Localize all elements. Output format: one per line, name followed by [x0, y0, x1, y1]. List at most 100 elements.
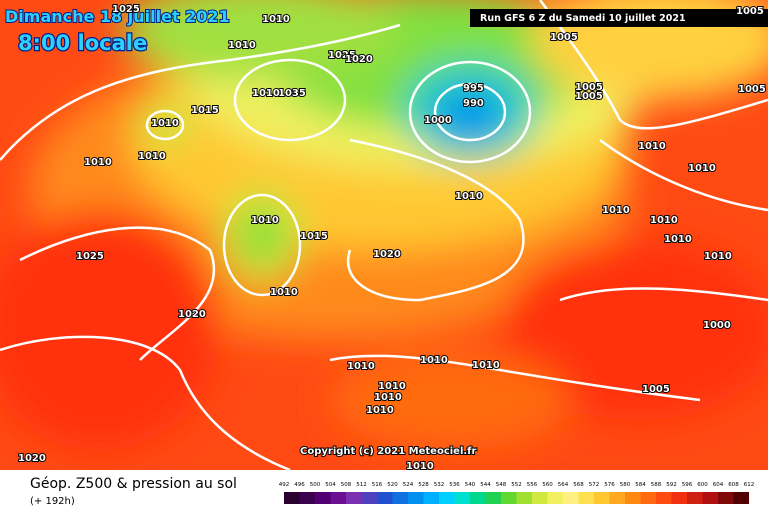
- footer-title: Géop. Z500 & pression au sol: [30, 476, 237, 492]
- isobar: [233, 58, 347, 142]
- isobar-label: 1005: [575, 82, 603, 93]
- scale-swatch: [392, 492, 408, 504]
- isobar-label: 1010: [138, 151, 166, 162]
- scale-swatch: [299, 492, 315, 504]
- isobar-label: 1010: [228, 40, 256, 51]
- scale-swatch: [563, 492, 579, 504]
- isobar-label: 1025: [112, 4, 140, 15]
- scale-label: 544: [480, 482, 491, 488]
- run-info: Run GFS 6 Z du Samedi 10 juillet 2021: [480, 13, 686, 24]
- isobar-label: 1010: [252, 88, 280, 99]
- isobar-label: 1020: [178, 309, 206, 320]
- scale-label: 588: [651, 482, 662, 488]
- isobar-label: 1000: [424, 115, 452, 126]
- isobar-label: 1025: [328, 50, 356, 61]
- footer-subtitle: (+ 192h): [30, 496, 75, 507]
- scale-label: 600: [697, 482, 708, 488]
- isobar-label: 1010: [406, 461, 434, 472]
- scale-swatch: [423, 492, 439, 504]
- isobar-label: 1010: [366, 405, 394, 416]
- scale-label: 572: [589, 482, 600, 488]
- isobar-label: 1005: [550, 32, 578, 43]
- isobar-label: 995: [463, 83, 484, 94]
- scale-swatch: [578, 492, 594, 504]
- scale-label: 492: [279, 482, 290, 488]
- scale-label: 580: [620, 482, 631, 488]
- isobar-label: 1020: [373, 249, 401, 260]
- scale-label: 576: [604, 482, 615, 488]
- isobar: [538, 0, 768, 130]
- isobar: [145, 109, 185, 141]
- isobar-label: 1010: [638, 141, 666, 152]
- isobar: [599, 138, 768, 212]
- scale-swatch: [671, 492, 687, 504]
- isobar-label: 1005: [736, 6, 764, 17]
- scale-swatch: [284, 492, 300, 504]
- scale-swatch: [625, 492, 641, 504]
- isobar-label: 1020: [345, 54, 373, 65]
- isobar: [0, 335, 291, 472]
- copyright: Copyright (c) 2021 Meteociel.fr: [300, 446, 477, 457]
- scale-label: 512: [356, 482, 367, 488]
- isobar-label: 1035: [278, 88, 306, 99]
- isobar-label: 1010: [84, 157, 112, 168]
- scale-label: 536: [449, 482, 460, 488]
- scale-swatch: [594, 492, 610, 504]
- isobar-label: 1015: [191, 105, 219, 116]
- isobar-label: 1010: [688, 163, 716, 174]
- isobar-label: 1005: [642, 384, 670, 395]
- scale-label: 532: [434, 482, 445, 488]
- scale-label: 612: [744, 482, 755, 488]
- isobar-label: 1010: [420, 355, 448, 366]
- isobar: [346, 138, 525, 302]
- isobar-label: 1010: [374, 392, 402, 403]
- scale-label: 516: [372, 482, 383, 488]
- isobar-label: 1010: [378, 381, 406, 392]
- scale-swatch: [485, 492, 501, 504]
- scale-swatch: [408, 492, 424, 504]
- scale-swatch: [346, 492, 362, 504]
- isobar-label: 1010: [151, 118, 179, 129]
- scale-swatch: [501, 492, 517, 504]
- scale-label: 504: [325, 482, 336, 488]
- scale-label: 560: [542, 482, 553, 488]
- scale-label: 524: [403, 482, 414, 488]
- isobar: [19, 226, 216, 361]
- isobar: [559, 287, 768, 302]
- field: [0, 0, 768, 470]
- scale-swatch: [702, 492, 718, 504]
- isobar-label: 1010: [602, 205, 630, 216]
- isobar-label: 1010: [472, 360, 500, 371]
- scale-swatch: [315, 492, 331, 504]
- scale-swatch: [718, 492, 734, 504]
- time: 8:00 locale: [18, 31, 147, 55]
- isobar-label: 990: [463, 98, 484, 109]
- isobar-label: 1010: [664, 234, 692, 245]
- isobar-label: 1010: [650, 215, 678, 226]
- isobar: [433, 82, 507, 142]
- scale-label: 508: [341, 482, 352, 488]
- isobar: [0, 23, 401, 161]
- isobar-label: 1005: [575, 91, 603, 102]
- scale-swatch: [656, 492, 672, 504]
- isobar: [408, 60, 532, 164]
- isobar-label: 1005: [738, 84, 766, 95]
- footer: [0, 470, 768, 512]
- isobar-label: 1010: [251, 215, 279, 226]
- scale-swatch: [361, 492, 377, 504]
- date: Dimanche 18 juillet 2021: [5, 7, 230, 26]
- scale-swatch: [377, 492, 393, 504]
- isobar-label: 1010: [704, 251, 732, 262]
- scale-swatch: [687, 492, 703, 504]
- scale-swatch: [547, 492, 563, 504]
- scale-label: 568: [573, 482, 584, 488]
- scale-label: 520: [387, 482, 398, 488]
- isobar: [329, 354, 701, 402]
- scale-swatch: [609, 492, 625, 504]
- scale-label: 548: [496, 482, 507, 488]
- scale-label: 552: [511, 482, 522, 488]
- field-blobs: [0, 0, 768, 450]
- scale-swatch: [733, 492, 749, 504]
